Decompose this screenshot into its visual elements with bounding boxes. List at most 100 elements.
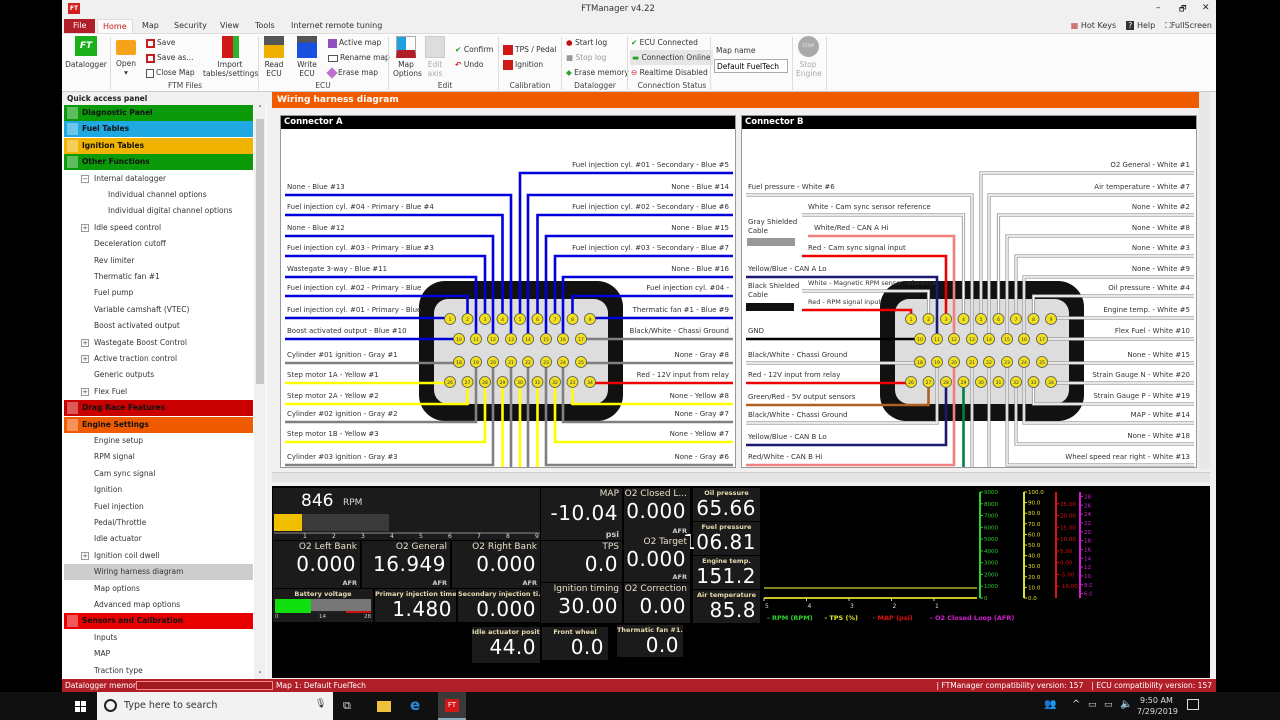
sidebar-section-other-functions[interactable]: Other Functions <box>64 154 253 171</box>
sidebar-item[interactable]: Pedal/Throttle <box>64 515 253 531</box>
people-icon[interactable]: 👥 <box>1044 699 1057 710</box>
confirm-button[interactable]: ✔ Confirm <box>455 42 493 57</box>
expand-icon[interactable]: + <box>81 387 89 396</box>
tab-view[interactable]: View <box>220 21 239 30</box>
close-map-button[interactable]: Close Map <box>146 65 195 80</box>
connection-online-status[interactable]: ▬ Connection Online <box>630 50 713 65</box>
sidebar-item[interactable]: Fuel pump <box>64 285 253 301</box>
sidebar-section-sensors-and-calibration[interactable]: Sensors and Calibration <box>64 613 253 630</box>
read-ecu-button[interactable]: Read ECU <box>261 36 287 78</box>
stop-engine-button[interactable]: STOP Stop Engine <box>793 36 823 78</box>
task-view-icon[interactable]: ⧉ <box>343 699 351 712</box>
help-button[interactable]: ? Help <box>1126 19 1155 33</box>
scroll-up-icon[interactable]: ˄ <box>258 105 262 113</box>
windows-start-icon[interactable] <box>75 701 86 712</box>
sidebar-item[interactable]: + Ignition coil dwell <box>64 548 253 564</box>
sidebar-item[interactable]: Inputs <box>64 630 253 646</box>
save-button[interactable]: Save <box>146 35 175 50</box>
tab-internet-remote-tuning[interactable]: Internet remote tuning <box>291 21 383 30</box>
collapse-icon[interactable]: − <box>81 174 89 183</box>
sidebar-scrollbar[interactable]: ˄ ˅ <box>254 105 266 679</box>
sidebar-item[interactable]: Wiring harness diagram <box>64 564 253 581</box>
panel-splitter[interactable] <box>272 472 1210 482</box>
network-tray-icon[interactable]: ▭ <box>1088 700 1097 710</box>
sidebar-item[interactable]: Traction type <box>64 663 253 679</box>
sidebar-item[interactable]: − Internal datalogger <box>64 171 253 187</box>
map-options-button[interactable]: Map Options <box>391 36 422 78</box>
sidebar-section-ignition-tables[interactable]: Ignition Tables <box>64 137 253 154</box>
sidebar-item[interactable]: Variable camshaft (VTEC) <box>64 302 253 318</box>
sidebar-item[interactable]: Thermatic fan #1 <box>64 269 253 285</box>
expand-icon[interactable]: + <box>81 355 89 363</box>
search-box[interactable]: Type here to search 🎙 <box>97 692 333 720</box>
sidebar-section-engine-settings[interactable]: Engine Settings <box>64 416 253 433</box>
stop-log-button[interactable]: ■ Stop log <box>566 50 606 65</box>
edit-axis-button[interactable]: Edit axis <box>422 36 448 78</box>
tray-chevron-icon[interactable]: ^ <box>1072 699 1081 710</box>
sidebar-item[interactable]: Boost activated output <box>64 318 253 334</box>
notification-icon[interactable] <box>1187 699 1199 710</box>
microphone-icon[interactable]: 🎙 <box>315 699 327 709</box>
sidebar-section-fuel-tables[interactable]: Fuel Tables <box>64 121 253 138</box>
scroll-down-icon[interactable]: ˅ <box>258 671 262 679</box>
sidebar-item[interactable]: Advanced map options <box>64 597 253 613</box>
active-map-button[interactable]: Active map <box>328 35 381 50</box>
sidebar-section-diagnostic-panel[interactable]: Diagnostic Panel <box>64 105 253 121</box>
fullscreen-button[interactable]: ⛶FullScreen <box>1165 19 1212 33</box>
undo-button[interactable]: ↶ Undo <box>455 57 484 72</box>
sidebar-item[interactable]: Cam sync signal <box>64 466 253 482</box>
sidebar-item[interactable]: MAP <box>64 646 253 662</box>
write-ecu-button[interactable]: Write ECU <box>293 36 321 78</box>
sidebar-item[interactable]: Generic outputs <box>64 367 253 383</box>
clock-time[interactable]: 9:50 AM <box>1140 696 1173 705</box>
wire-label: Wastegate 3-way - Blue #11 <box>287 265 387 273</box>
rename-map-button[interactable]: Rename map <box>328 50 390 65</box>
import-button[interactable]: Import tables/settings <box>203 36 258 78</box>
tab-security[interactable]: Security <box>174 21 207 30</box>
close-button[interactable]: ✕ <box>1202 3 1210 13</box>
sidebar-item[interactable]: Individual channel options <box>64 187 253 203</box>
tps-pedal-button[interactable]: TPS / Pedal <box>503 42 556 57</box>
sidebar-item[interactable]: Fuel injection <box>64 499 253 515</box>
tab-tools[interactable]: Tools <box>255 21 275 30</box>
expand-icon[interactable]: + <box>81 223 89 232</box>
scroll-thumb[interactable] <box>256 119 264 384</box>
start-log-button[interactable]: ● Start log <box>566 35 607 50</box>
sidebar-item[interactable]: Engine setup <box>64 433 253 449</box>
maximize-button[interactable]: 🗗 <box>1179 4 1187 13</box>
sidebar-item[interactable]: Idle actuator <box>64 531 253 547</box>
edge-icon[interactable]: e <box>410 696 421 714</box>
clock-date[interactable]: 7/29/2019 <box>1137 707 1179 716</box>
display-tray-icon[interactable]: ▭ <box>1104 700 1113 710</box>
ftmanager-taskbar-icon[interactable]: FT <box>438 692 466 720</box>
datalogger-button[interactable]: FT Datalogger <box>64 36 108 69</box>
sidebar-item[interactable]: + Idle speed control <box>64 220 253 236</box>
sidebar-item[interactable]: + Flex Fuel <box>64 384 253 400</box>
expand-icon[interactable]: + <box>81 551 89 560</box>
tab-file[interactable]: File <box>64 19 96 33</box>
sidebar-item[interactable]: Deceleration cutoff <box>64 236 253 252</box>
tab-map[interactable]: Map <box>142 21 159 30</box>
sidebar-item[interactable]: Rev limiter <box>64 253 253 269</box>
file-explorer-icon[interactable] <box>377 701 391 712</box>
hot-keys-button[interactable]: ▦ Hot Keys <box>1071 19 1116 33</box>
open-button[interactable]: Open ▾ <box>113 40 139 77</box>
erase-map-button[interactable]: Erase map <box>326 65 378 80</box>
sidebar-section-drag-race-features[interactable]: Drag Race Features <box>64 400 253 417</box>
tab-home[interactable]: Home <box>97 19 133 33</box>
diagram-scrollbar[interactable] <box>1199 92 1210 469</box>
minimize-button[interactable]: – <box>1156 3 1161 13</box>
map-name-input[interactable] <box>714 59 788 73</box>
expand-icon[interactable]: + <box>81 338 89 347</box>
sidebar-item[interactable]: + Active traction control <box>64 351 253 367</box>
sidebar-item[interactable]: + Wastegate Boost Control <box>64 335 253 351</box>
sidebar-item[interactable]: RPM signal <box>64 449 253 465</box>
sidebar-item[interactable]: Ignition <box>64 482 253 498</box>
ignition-button[interactable]: Ignition <box>503 57 543 72</box>
realtime-disabled-status[interactable]: ⊖ Realtime Disabled <box>631 65 708 80</box>
sidebar-item[interactable]: Map options <box>64 581 253 597</box>
volume-icon[interactable]: 🔈 <box>1120 699 1133 710</box>
erase-memory-button[interactable]: ◆ Erase memory <box>566 65 629 80</box>
sidebar-item[interactable]: Individual digital channel options <box>64 203 253 219</box>
save-as-button[interactable]: Save as... <box>146 50 193 65</box>
